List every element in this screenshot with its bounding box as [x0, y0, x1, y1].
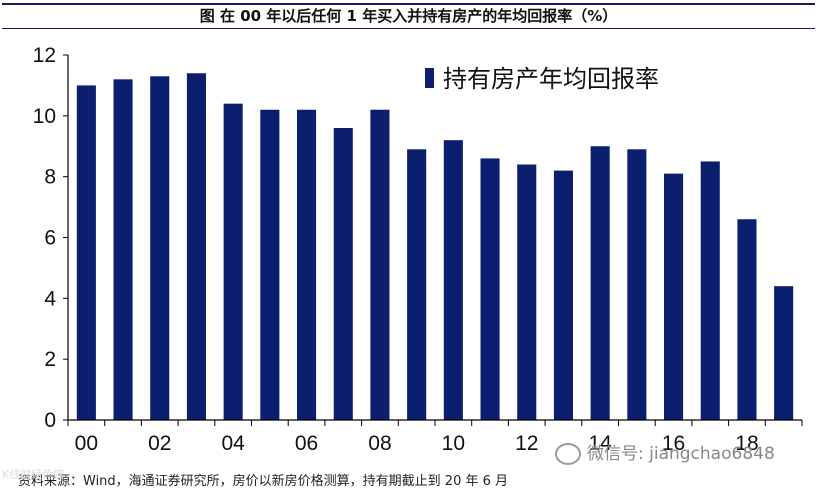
x-tick-label: 02: [148, 432, 171, 455]
legend-label: 持有房产年均回报率: [443, 65, 659, 93]
bar-12: [517, 164, 537, 420]
x-tick-label: 10: [442, 432, 465, 455]
y-axis: 0 2 4 6 8 10 12: [33, 44, 69, 432]
source-note: 资料来源：Wind，海通证券研究所，房价以新房价格测算，持有期截止到 20 年 …: [18, 474, 509, 489]
legend-swatch: [425, 68, 434, 88]
bar-11: [480, 158, 500, 420]
bar-02: [150, 76, 170, 420]
bar-18: [737, 219, 757, 420]
bar-05: [260, 109, 280, 420]
bar-07: [333, 128, 353, 420]
y-tick-label: 6: [44, 227, 56, 250]
chart-title: 图 在 00 年以后任何 1 年买入并持有房产的年均回报率（%）: [2, 3, 815, 29]
watermark-right: 微信号: jiangchao6848: [555, 439, 775, 465]
x-axis: 00 02 04 06 08 10 12 14 16 18: [67, 419, 803, 455]
bar-06: [297, 109, 317, 420]
y-tick-label: 8: [44, 166, 56, 189]
bar-15: [627, 149, 647, 420]
bar-series: [76, 73, 794, 421]
legend: 持有房产年均回报率: [425, 65, 659, 93]
y-tick-label: 2: [44, 348, 56, 371]
x-tick-label: 00: [75, 432, 98, 455]
x-tick-label: 16: [662, 432, 685, 455]
y-tick-label: 12: [33, 44, 56, 67]
bar-09: [407, 149, 427, 420]
bar-03: [186, 73, 206, 420]
x-tick-label: 04: [221, 432, 245, 455]
wechat-icon: [555, 443, 581, 465]
watermark-left: K线财经传媒: [2, 468, 65, 481]
x-tick-label: 06: [295, 432, 318, 455]
bar-01: [113, 79, 133, 421]
bar-19: [774, 286, 794, 420]
bar-14: [590, 146, 610, 420]
bar-00: [76, 85, 96, 420]
x-tick-label: 08: [368, 432, 391, 455]
watermark-text: 微信号: jiangchao6848: [587, 444, 775, 464]
y-tick-label: 4: [44, 287, 56, 310]
bar-17: [700, 161, 720, 421]
y-tick-label: 0: [44, 409, 56, 432]
y-tick-label: 10: [33, 105, 56, 128]
bar-13: [553, 170, 573, 420]
x-tick-label: 18: [735, 432, 758, 455]
bar-08: [370, 109, 390, 420]
bar-04: [223, 103, 243, 421]
bar-16: [664, 173, 684, 420]
bar-10: [443, 140, 463, 420]
x-tick-label: 14: [588, 432, 612, 455]
x-tick-label: 12: [515, 432, 538, 455]
